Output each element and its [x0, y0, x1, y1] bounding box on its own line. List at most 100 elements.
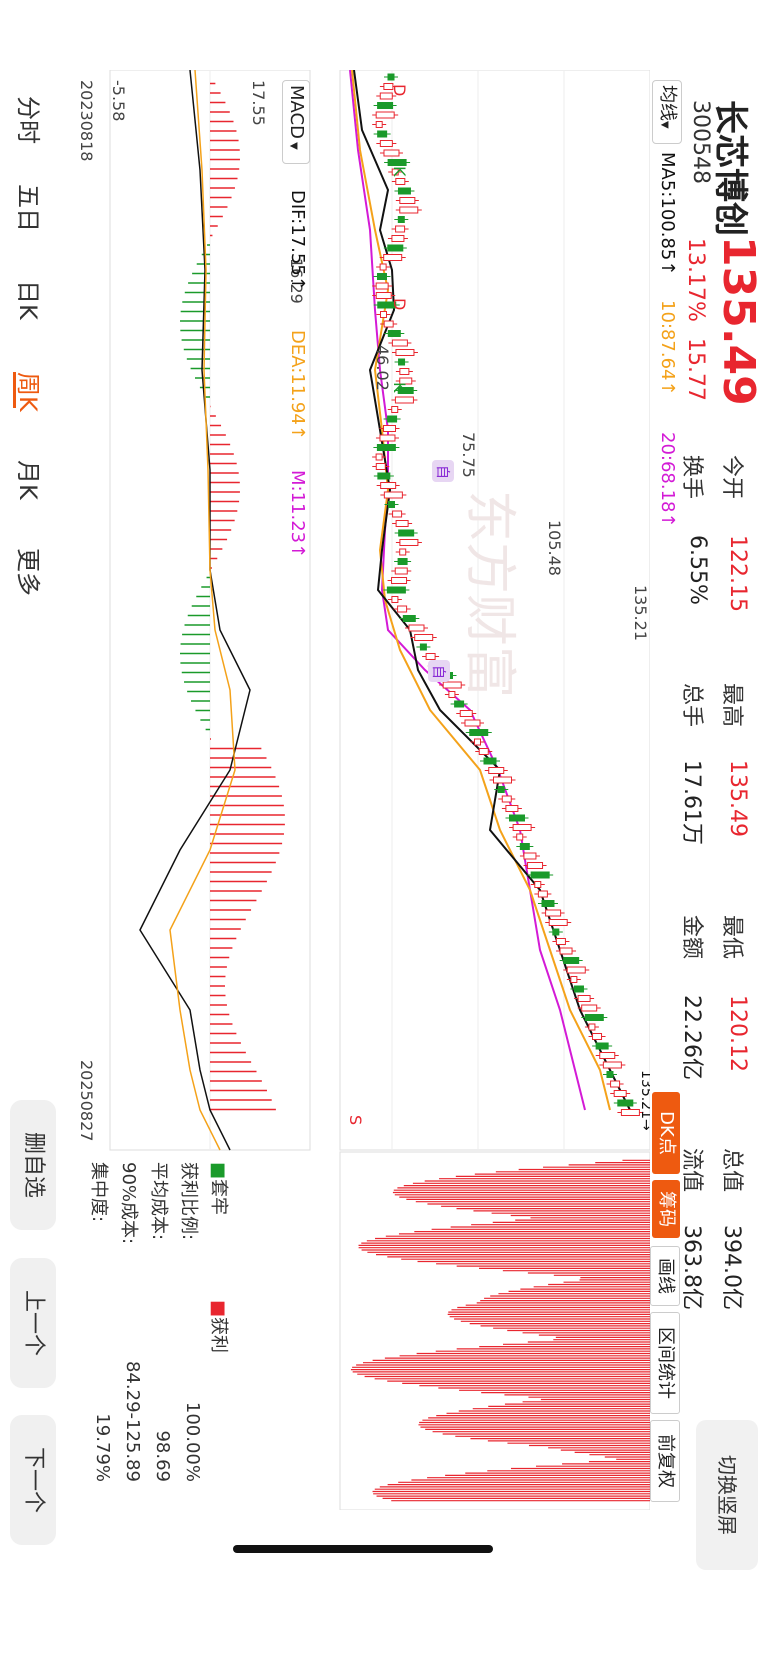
chip-legend-profit: ■获利 [207, 1300, 233, 1353]
switch-portrait-button[interactable]: 切换竖屏 [696, 1420, 758, 1570]
candle-body [566, 966, 586, 974]
candle-body [399, 206, 419, 214]
tab-daily-k[interactable]: 日K [14, 280, 42, 320]
candle-body [391, 596, 399, 603]
caret-down-icon: ▼ [288, 138, 299, 150]
candle-body [592, 1033, 603, 1040]
candle-body [397, 187, 411, 195]
candle-body [387, 330, 401, 337]
ma-selector-label: 均线 [657, 85, 678, 121]
dk-point-button[interactable]: DK点 [652, 1092, 680, 1174]
candle-body [383, 149, 400, 157]
candle-body [398, 358, 406, 366]
active-tab-indicator [13, 372, 16, 408]
candle-body [454, 700, 465, 708]
ma20-value: 20:68.18↑ [657, 432, 678, 528]
amount-label: 金额 [679, 915, 704, 960]
kline-chart-area[interactable]: 东方财富 135.21→ D K D K S 自 自 [0, 70, 650, 1510]
tab-intraday[interactable]: 分时 [14, 96, 42, 144]
macd-axis-top: 17.55 [249, 80, 268, 126]
profit-label: 获利 [208, 1317, 229, 1354]
candle-body [379, 92, 393, 100]
candle-body [620, 1109, 640, 1116]
macd-dif: DIF:17.55↑ [287, 190, 308, 291]
tab-weekly-k[interactable]: 周K [14, 372, 42, 412]
ma-selector[interactable]: 均线▼ [652, 80, 682, 144]
tab-five-day[interactable]: 五日 [14, 184, 42, 232]
candle-body [391, 406, 399, 413]
self-marker-2 [428, 660, 450, 682]
candle-body [483, 757, 497, 765]
delete-watchlist-button[interactable]: 删自选 [10, 1100, 56, 1230]
candle-body [555, 938, 566, 945]
candle-body [394, 396, 414, 404]
draw-line-button[interactable]: 画线 [650, 1246, 680, 1306]
candle-body [391, 235, 405, 242]
chip-legend-loss: ■套牢 [207, 1162, 233, 1215]
candle-body [375, 121, 383, 128]
watermark: 东方财富 [459, 490, 519, 698]
profit-swatch: ■ [208, 1300, 229, 1318]
macd-axis-bottom: -5.58 [109, 80, 128, 122]
candle-body [474, 738, 481, 746]
candle-body [606, 1071, 614, 1078]
prev-stock-button[interactable]: 上一个 [10, 1258, 56, 1388]
signal-s: S [346, 1115, 365, 1125]
chip-button[interactable]: 筹码 [652, 1180, 680, 1238]
candle-body [397, 387, 414, 394]
candle-body [541, 900, 555, 907]
macd-dea: DEA:11.94↑ [287, 330, 308, 440]
chip-stat-label: 获利比例: [178, 1162, 199, 1241]
stock-name: 长芯博创 [710, 100, 750, 236]
candle-body [395, 349, 415, 356]
range-stats-button[interactable]: 区间统计 [650, 1312, 680, 1414]
candle-body [399, 548, 407, 556]
date-start: 20230818 [77, 80, 96, 162]
candle-body [516, 833, 524, 841]
ma20-line [349, 70, 586, 1111]
candle-body [387, 159, 407, 166]
candle-body [464, 719, 481, 727]
candle-body [391, 168, 399, 176]
candle-body [442, 681, 462, 689]
candle-body [377, 301, 397, 309]
macd-selector[interactable]: MACD ▼ [282, 80, 310, 164]
home-indicator [233, 1545, 493, 1553]
tab-monthly-k[interactable]: 月K [14, 460, 42, 500]
candle-body [399, 368, 410, 375]
candle-body [377, 102, 394, 109]
candle-body [530, 871, 550, 879]
candle-body [408, 624, 425, 632]
ma10-value: 10:87.64↑ [657, 300, 678, 396]
candle-body [387, 415, 398, 423]
volume-value: 17.61万 [679, 760, 704, 845]
chip-stat-label: 集中度: [88, 1162, 109, 1223]
signal-d-1: D [390, 84, 409, 96]
tab-more[interactable]: 更多 [14, 548, 42, 596]
self-marker-1-text: 自 [434, 465, 450, 479]
candle-body [488, 767, 505, 774]
candle-body [588, 1023, 596, 1031]
stock-price: 135.49 [713, 236, 764, 406]
candle-body [395, 178, 406, 185]
candle-body [537, 890, 548, 898]
change-abs: 15.77 [683, 338, 708, 401]
macd-histogram [180, 82, 285, 1111]
candle-body [534, 881, 542, 888]
price-axis-4: 46.02 [373, 345, 392, 391]
candle-body [376, 273, 387, 280]
candle-body [397, 605, 408, 613]
candle-body [383, 425, 397, 432]
candle-body [386, 586, 406, 594]
candle-body [375, 453, 383, 461]
candle-body [398, 529, 415, 537]
candle-body [478, 748, 489, 755]
candle-body [595, 1042, 609, 1050]
candle-body [397, 216, 405, 223]
restore-rights-button[interactable]: 前复权 [650, 1420, 680, 1502]
candle-body [402, 615, 416, 622]
candle-body [602, 1061, 622, 1069]
next-stock-button[interactable]: 下一个 [10, 1415, 56, 1545]
open-label: 今开 [719, 455, 744, 500]
mktcap-value: 394.0亿 [719, 1225, 744, 1310]
